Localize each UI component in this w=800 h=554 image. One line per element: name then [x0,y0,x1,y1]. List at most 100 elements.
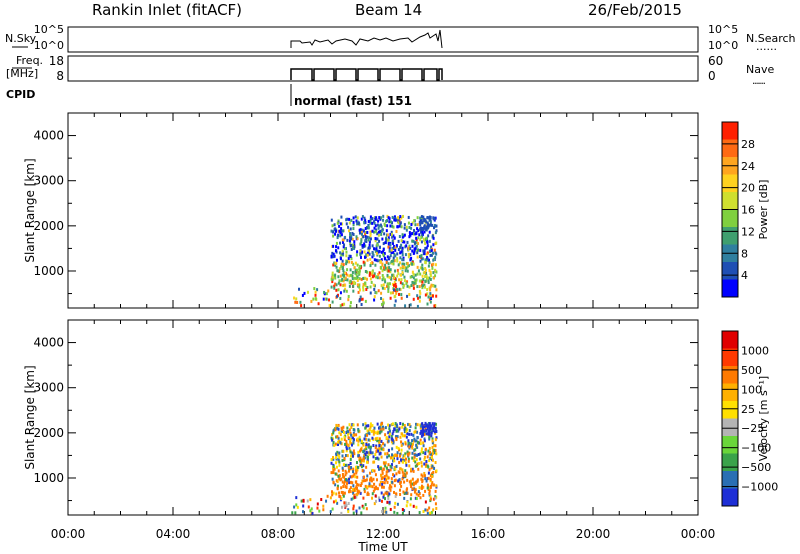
echo-cell [405,228,408,232]
echo-cell [396,257,399,261]
nave-tick-bottom: 0 [708,69,716,83]
echo-cell [365,437,368,441]
echo-cell [371,217,374,221]
echo-cell [403,262,406,266]
echo-cell [332,468,335,472]
echo-cell [387,269,390,273]
echo-cell [418,441,421,445]
echo-cell [417,490,420,494]
echo-cell [426,464,429,468]
echo-cell [347,225,350,229]
colorbar-tick-label: 28 [741,138,755,151]
echo-cell [351,274,354,278]
echo-cell [426,512,429,516]
echo-cell [330,285,333,289]
echo-cell [435,469,438,473]
echo-cell [412,283,415,287]
echo-cell [432,483,435,487]
echo-cell [368,478,371,482]
echo-cell [428,230,431,234]
echo-cell [423,425,426,429]
echo-cell [352,227,355,231]
echo-cell [399,452,402,456]
cpid-text: normal (fast) 151 [294,94,412,108]
echo-cell [390,261,393,265]
echo-cell [360,465,363,469]
echo-cell [424,447,427,451]
echo-cell [433,248,436,252]
echo-cell [413,487,416,491]
echo-cell [386,455,389,459]
echo-cell [399,488,402,492]
echo-cell [345,262,348,266]
echo-cell [391,239,394,243]
echo-cell [397,248,400,252]
echo-cell [405,504,408,508]
echo-cell [331,224,334,228]
echo-cell [357,450,360,454]
echo-cell [345,463,348,467]
echo-cell [362,229,365,233]
echo-cell [384,433,387,437]
echo-cell [429,300,432,304]
echo-cell [428,268,431,272]
echo-cell [363,449,366,453]
echo-cell [406,240,409,244]
nsky-label: N.Sky [5,32,37,45]
echo-cell [415,422,418,426]
echo-cell [395,492,398,496]
echo-cell [374,239,377,243]
echo-cell [369,237,372,241]
echo-cell [406,431,409,435]
y-tick-label: 2000 [33,219,64,233]
echo-cell [373,502,376,506]
echo-cell [334,456,337,460]
echo-cell [357,439,360,443]
echo-cell [410,226,413,230]
echo-cell [370,429,373,433]
echo-cell [400,484,403,488]
echo-cell [426,288,429,292]
echo-cell [408,432,411,436]
echo-cell [369,232,372,236]
echo-cell [389,224,392,228]
echo-cell [394,422,397,426]
echo-cell [416,440,419,444]
echo-cell [356,492,359,496]
echo-cell [360,238,363,242]
colorbar-tick-label: −1000 [741,481,778,494]
echo-cell [426,486,429,490]
echo-cell [349,480,352,484]
echo-cell [348,477,351,481]
echo-cell [373,482,376,486]
echo-cell [340,477,343,481]
echo-cell [429,292,432,296]
echo-cell [336,236,339,240]
echo-cell [339,296,342,300]
echo-cell [412,286,415,290]
echo-cell [414,278,417,282]
echo-cell [418,279,421,283]
echo-cell [426,508,429,512]
echo-cell [395,435,398,439]
echo-cell [340,227,343,231]
echo-cell [337,288,340,292]
echo-cell [411,249,414,253]
echo-cell [375,444,378,448]
echo-cell [414,430,417,434]
echo-cell [347,463,350,467]
echo-cell [411,239,414,243]
echo-cell [432,243,435,247]
echo-cell [341,303,344,307]
echo-cell [416,304,419,308]
echo-cell [403,509,406,513]
echo-cell [416,294,419,298]
echo-cell [352,434,355,438]
echo-cell [347,501,350,505]
echo-cell [343,475,346,479]
echo-cell [426,256,429,260]
echo-cell [357,465,360,469]
echo-cell [373,247,376,251]
echo-cell [400,216,403,220]
echo-cell [335,492,338,496]
